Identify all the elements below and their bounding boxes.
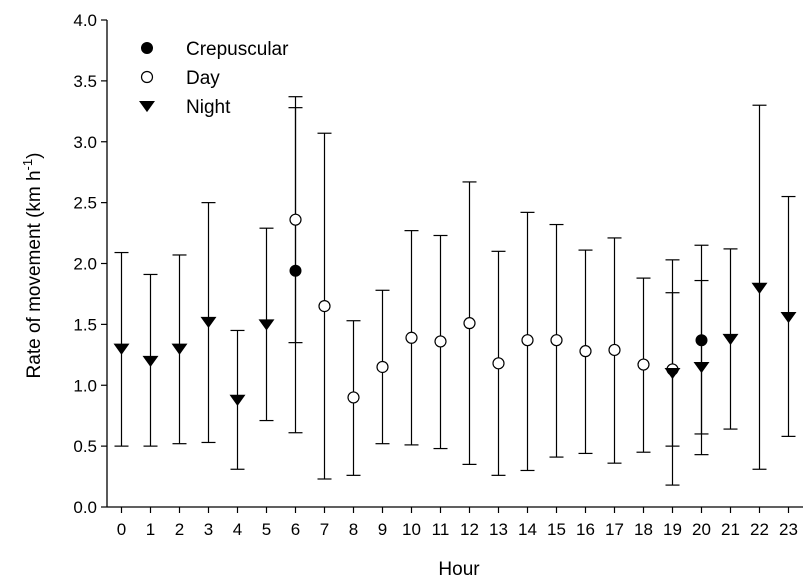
point-day [405,331,418,344]
y-tick-label: 3.5 [73,72,97,91]
legend: Crepuscular Day Night [139,39,289,118]
point-day [289,213,302,226]
legend-label-crepuscular: Crepuscular [186,39,289,60]
x-axis-title: Hour [438,559,480,580]
x-tick-label: 8 [349,520,358,539]
x-tick-label: 0 [117,520,126,539]
x-tick-label: 1 [146,520,155,539]
y-axis-title: Rate of movement (km h-1) [20,153,45,379]
y-tick-label: 0.0 [73,498,97,517]
legend-label-night: Night [186,97,231,118]
x-tick-label: 11 [432,520,450,539]
x-tick-label: 12 [460,520,479,539]
y-axis-title-main: Rate of movement (km h [24,170,45,378]
error-bars [114,96,796,486]
y-tick-label: 1.0 [73,376,97,395]
x-tick-label: 19 [663,520,682,539]
point-crepuscular [695,334,708,347]
point-day [521,334,534,347]
x-tick-label: 22 [750,520,769,539]
x-tick-label: 7 [320,520,329,539]
x-tick-label: 16 [576,520,595,539]
point-night [171,343,188,355]
legend-marker-crepuscular [141,42,153,54]
axes: 0.00.51.01.52.02.53.03.54.00 1 2 3 4 5 6 7 8 9 10 1… [73,11,803,539]
point-night [722,333,739,346]
y-axis-title-superscript: -1 [20,159,35,171]
x-tick-label: 13 [489,520,508,539]
x-tick-label: 3 [204,520,213,539]
y-tick-label: 3.0 [73,133,97,152]
point-day [608,343,621,357]
legend-marker-night [139,100,155,113]
y-tick-label: 0.5 [73,437,97,456]
y-tick-label: 1.5 [73,315,97,334]
point-day [579,345,592,358]
x-tick-label: 17 [605,520,624,539]
point-night [258,319,275,331]
point-night [200,316,217,329]
x-tick-label: 23 [779,520,798,539]
y-tick-label: 4.0 [73,11,97,30]
x-tick-label: 14 [518,520,537,539]
point-day [463,317,476,330]
legend-label-day: Day [186,68,220,89]
y-tick-label: 2.5 [73,194,97,213]
point-day [550,334,563,347]
x-tick-label: 20 [692,520,711,539]
point-day [434,335,447,348]
point-crepuscular [289,264,302,277]
point-night [780,312,797,324]
x-tick-label: 18 [634,520,653,539]
point-night [664,368,681,380]
y-tick-label: 2.0 [73,255,97,274]
point-day [347,391,360,404]
x-tick-label: 10 [402,520,421,539]
legend-marker-day [140,70,154,84]
x-tick-label: 21 [721,520,740,539]
point-night [229,394,246,406]
point-day [318,300,331,313]
point-night [113,343,130,355]
point-night [751,282,768,294]
x-tick-label: 15 [547,520,566,539]
x-tick-label: 4 [233,520,242,539]
x-tick-label: 2 [175,520,184,539]
point-night [142,355,159,368]
data-markers [113,213,797,406]
x-tick-label: 9 [378,520,387,539]
point-day [492,357,505,370]
point-night [693,361,710,374]
point-day [376,360,389,374]
point-day [637,358,650,371]
x-tick-label: 6 [291,520,300,539]
x-tick-label: 5 [262,520,271,539]
y-axis-title-close: ) [24,153,45,159]
